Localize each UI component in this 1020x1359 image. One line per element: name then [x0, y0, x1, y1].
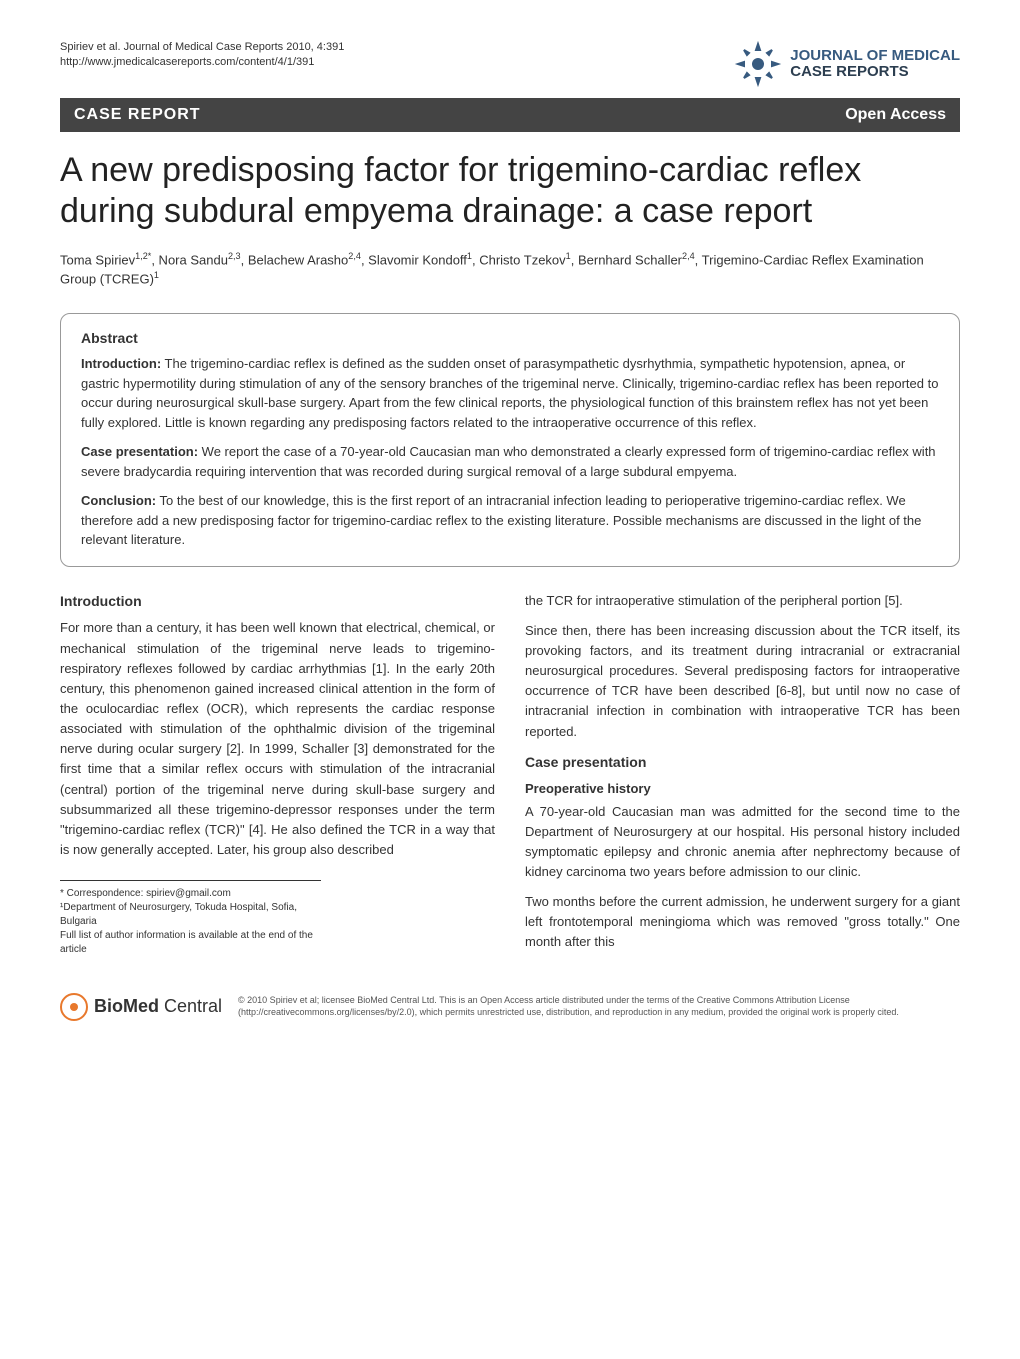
biomed-central-logo: BioMed Central [60, 993, 222, 1021]
license-text: © 2010 Spiriev et al; licensee BioMed Ce… [238, 995, 960, 1018]
left-column: Introduction For more than a century, it… [60, 591, 495, 963]
article-type-label: CASE REPORT [74, 106, 201, 124]
journal-name-line1: JOURNAL OF MEDICAL [790, 48, 960, 65]
bmc-logo-text: BioMed Central [94, 996, 222, 1017]
citation-url: http://www.jmedicalcasereports.com/conte… [60, 55, 344, 70]
correspondence-email: * Correspondence: spiriev@gmail.com [60, 887, 321, 901]
abstract-heading: Abstract [81, 330, 939, 346]
journal-logo: JOURNAL OF MEDICAL CASE REPORTS [734, 40, 960, 88]
article-type-banner: CASE REPORT Open Access [60, 98, 960, 132]
journal-logo-text: JOURNAL OF MEDICAL CASE REPORTS [790, 48, 960, 81]
correspondence-block: * Correspondence: spiriev@gmail.com ¹Dep… [60, 880, 321, 957]
journal-logo-icon [734, 40, 782, 88]
abstract-case-text: We report the case of a 70-year-old Cauc… [81, 444, 936, 479]
header-row: Spiriev et al. Journal of Medical Case R… [60, 40, 960, 88]
open-access-label: Open Access [845, 106, 946, 124]
abstract-conclusion: Conclusion: To the best of our knowledge… [81, 491, 939, 550]
bmc-logo-icon [60, 993, 88, 1021]
authors-line: Toma Spiriev1,2*, Nora Sandu2,3, Belache… [60, 250, 960, 290]
correspondence-affiliation: ¹Department of Neurosurgery, Tokuda Hosp… [60, 901, 321, 929]
case-paragraph-2: Two months before the current admission,… [525, 892, 960, 952]
abstract-box: Abstract Introduction: The trigemino-car… [60, 313, 960, 567]
bmc-central: Central [159, 996, 222, 1016]
footer-row: BioMed Central © 2010 Spiriev et al; lic… [60, 983, 960, 1021]
citation-block: Spiriev et al. Journal of Medical Case R… [60, 40, 344, 71]
abstract-intro-label: Introduction: [81, 356, 161, 371]
citation-line1: Spiriev et al. Journal of Medical Case R… [60, 40, 344, 55]
journal-name-line2: CASE REPORTS [790, 64, 960, 81]
abstract-case: Case presentation: We report the case of… [81, 442, 939, 481]
case-presentation-heading: Case presentation [525, 752, 960, 774]
abstract-conclusion-label: Conclusion: [81, 493, 156, 508]
intro-paragraph-1: For more than a century, it has been wel… [60, 618, 495, 860]
abstract-introduction: Introduction: The trigemino-cardiac refl… [81, 354, 939, 432]
preop-history-heading: Preoperative history [525, 779, 960, 799]
intro-paragraph-2: Since then, there has been increasing di… [525, 621, 960, 742]
intro-continuation: the TCR for intraoperative stimulation o… [525, 591, 960, 611]
right-column: the TCR for intraoperative stimulation o… [525, 591, 960, 963]
case-paragraph-1: A 70-year-old Caucasian man was admitted… [525, 802, 960, 883]
introduction-heading: Introduction [60, 591, 495, 613]
body-columns: Introduction For more than a century, it… [60, 591, 960, 963]
correspondence-note: Full list of author information is avail… [60, 929, 321, 957]
bmc-bio: BioMed [94, 996, 159, 1016]
abstract-intro-text: The trigemino-cardiac reflex is defined … [81, 356, 938, 430]
abstract-conclusion-text: To the best of our knowledge, this is th… [81, 493, 921, 547]
abstract-case-label: Case presentation: [81, 444, 198, 459]
article-title: A new predisposing factor for trigemino-… [60, 150, 960, 232]
